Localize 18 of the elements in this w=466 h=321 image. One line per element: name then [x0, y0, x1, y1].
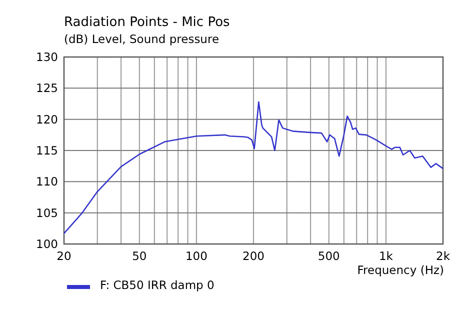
x-tick-label: 2k: [436, 249, 450, 263]
x-tick-label: 200: [242, 249, 264, 263]
y-tick-label: 130: [36, 50, 58, 64]
x-tick-label: 50: [132, 249, 147, 263]
y-tick-label: 100: [36, 237, 58, 251]
y-tick-label: 120: [36, 112, 58, 126]
y-tick-label: 110: [36, 174, 58, 189]
x-tick-label: 20: [56, 249, 72, 263]
y-tick-label: 105: [36, 206, 58, 220]
x-tick-label: 500: [318, 249, 340, 263]
chart-title: Radiation Points - Mic Pos: [64, 15, 230, 30]
y-tick-label: 115: [36, 144, 58, 158]
x-tick-label: 1k: [378, 249, 394, 263]
y-axis-title: (dB) Level, Sound pressure: [64, 32, 220, 46]
legend-label: F: CB50 IRR damp 0: [100, 278, 214, 292]
x-tick-label: 100: [185, 249, 208, 263]
y-tick-label: 125: [36, 81, 58, 96]
x-axis-title: Frequency (Hz): [357, 263, 444, 277]
